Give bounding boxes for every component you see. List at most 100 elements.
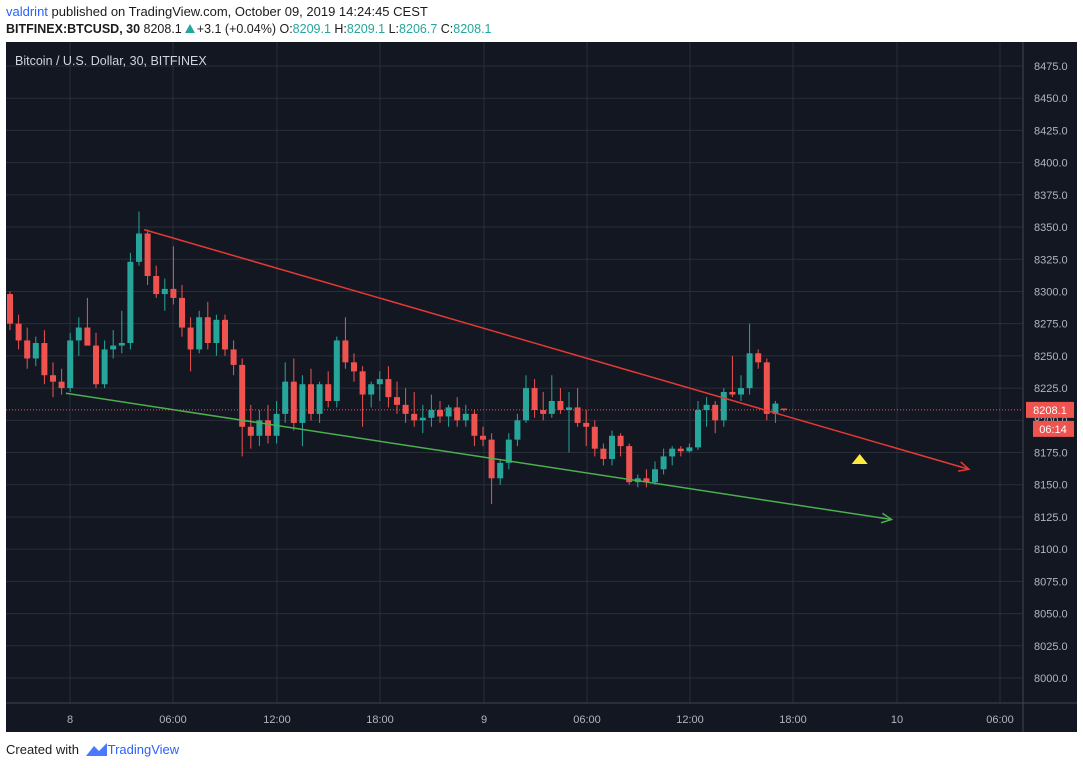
candle-body [351, 362, 357, 372]
candle [497, 458, 504, 485]
y-tick-label: 8450.0 [1034, 93, 1068, 105]
candle-body [703, 404, 710, 411]
candle [411, 391, 418, 427]
support-trendline [65, 392, 892, 521]
candle [7, 291, 13, 331]
y-tick-label: 8125.0 [1034, 512, 1068, 524]
candle-body [419, 417, 426, 421]
open-value: 8209.1 [292, 22, 331, 36]
candle [75, 317, 82, 356]
candle [127, 252, 134, 350]
candle [179, 285, 185, 337]
candle [566, 391, 572, 453]
plot-background [6, 42, 1077, 732]
candle-body [127, 261, 134, 344]
candle [385, 366, 392, 408]
candle-body [454, 407, 461, 421]
candle [93, 332, 99, 389]
candle [58, 368, 65, 395]
candle-body [772, 403, 779, 414]
support-arrowhead [880, 512, 894, 524]
candle-body [729, 391, 736, 395]
candle-body [204, 317, 211, 344]
created-with-text: Created with [6, 742, 79, 757]
candle [256, 410, 263, 447]
candle [652, 461, 658, 485]
candle-body [75, 327, 82, 341]
candle-body [686, 447, 693, 452]
x-tick-label: 12:00 [263, 714, 291, 726]
candle [247, 404, 254, 449]
x-tick-label: 18:00 [366, 714, 394, 726]
y-tick-label: 8225.0 [1034, 383, 1068, 395]
candle [738, 375, 744, 401]
candle-body [153, 276, 160, 295]
candle-body [514, 420, 521, 440]
candle-body [462, 413, 469, 421]
candle [686, 443, 693, 453]
candle-body [282, 381, 289, 414]
candle-body [333, 340, 340, 401]
candle-body [480, 435, 486, 440]
candle [428, 394, 435, 427]
candle-body [144, 233, 151, 277]
candle-body [376, 379, 383, 385]
candle-body [325, 384, 332, 401]
candle [170, 246, 177, 305]
y-tick-label: 8150.0 [1034, 480, 1068, 492]
candle-body [505, 439, 512, 463]
change-value: +3.1 (+0.04%) [196, 22, 276, 36]
candle [471, 410, 478, 447]
high-label: H: [334, 22, 347, 36]
candle [204, 301, 211, 350]
candle-body [781, 408, 787, 410]
candle-body [738, 388, 744, 395]
candle-body [290, 381, 297, 423]
candle [402, 388, 409, 423]
last-price-label: 8208.1 [1033, 405, 1067, 417]
candle [419, 404, 426, 434]
candle-body [7, 294, 13, 324]
candle [514, 413, 521, 447]
y-tick-label: 8475.0 [1034, 61, 1068, 73]
candle-body [660, 456, 667, 470]
trendlines[interactable] [65, 228, 971, 524]
candle [110, 330, 117, 359]
candle-body [342, 340, 349, 363]
candle-body [359, 371, 366, 395]
candle-body [763, 362, 770, 414]
candle [299, 375, 306, 447]
candle [67, 332, 74, 392]
candle [703, 397, 710, 427]
candle-body [437, 410, 443, 417]
candle-body [32, 343, 39, 359]
candle [437, 400, 443, 423]
publish-info: valdrint published on TradingView.com, O… [6, 4, 428, 19]
candle-body [196, 317, 203, 350]
breakout-marker [851, 453, 868, 464]
candle-body [265, 420, 271, 436]
candle [222, 314, 228, 356]
candle-body [591, 426, 598, 449]
y-tick-label: 8075.0 [1034, 576, 1068, 588]
low-label: L: [388, 22, 400, 36]
candle-body [299, 384, 306, 423]
grid [6, 42, 1023, 703]
y-tick-label: 8300.0 [1034, 286, 1068, 298]
candle [316, 381, 323, 423]
x-tick-label: 10 [891, 714, 903, 726]
candle [213, 314, 220, 356]
y-tick-label: 8250.0 [1034, 351, 1068, 363]
close-value: 8208.1 [453, 22, 492, 36]
axes: 8000.0 8025.0 8050.0 8075.0 8100.0 8125.0 8150… [6, 42, 1077, 732]
candle [755, 349, 762, 369]
candle-body [548, 400, 555, 414]
candle [454, 397, 461, 427]
resistance-arrowhead [957, 461, 971, 472]
last-price-value: 8208.1 [143, 22, 182, 36]
author-link[interactable]: valdrint [6, 4, 48, 19]
candle-body [652, 469, 658, 483]
candle [153, 265, 160, 298]
tradingview-link[interactable]: TradingView [107, 742, 180, 757]
